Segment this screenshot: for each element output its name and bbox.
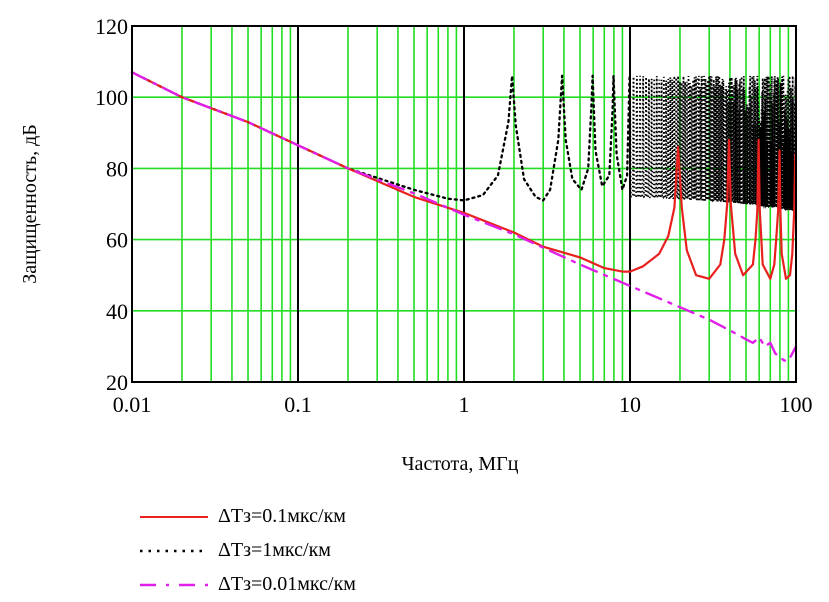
legend: ΔTз=0.1мкс/км ΔTз=1мкс/км ΔTз=0.01мкс/км (132, 500, 532, 602)
y-axis-title: Защищенность, дБ (19, 124, 41, 284)
legend-label: ΔTз=1мкс/км (218, 539, 331, 561)
series-layer (130, 71, 798, 362)
series-line-1 (130, 71, 631, 202)
x-axis-ticks: 0.01 0.1 1 10 100 (113, 392, 813, 417)
x-tick-label: 0.1 (284, 392, 312, 417)
x-tick-label: 100 (780, 392, 813, 417)
y-axis-ticks: 20 40 60 80 100 120 (95, 14, 128, 395)
y-tick-label: 60 (106, 228, 128, 253)
y-tick-label: 20 (106, 370, 128, 395)
legend-swatch-solid (140, 516, 208, 518)
y-tick-label: 100 (95, 85, 128, 110)
series-line-1-dense (629, 75, 797, 214)
legend-swatch-dashed (140, 583, 208, 587)
x-tick-label: 1 (459, 392, 470, 417)
legend-item-series-2: ΔTз=0.01мкс/км (132, 568, 532, 602)
legend-label: ΔTз=0.01мкс/км (218, 573, 356, 595)
legend-item-series-0: ΔTз=0.1мкс/км (132, 500, 532, 534)
x-tick-label: 10 (619, 392, 641, 417)
series-line-0 (130, 71, 798, 280)
series-line-2 (130, 71, 798, 362)
y-tick-label: 40 (106, 299, 128, 324)
y-tick-label: 80 (106, 156, 128, 181)
y-tick-label: 120 (95, 14, 128, 39)
plot-frame (131, 25, 797, 383)
legend-swatch-dotted (140, 549, 208, 553)
legend-label: ΔTз=0.1мкс/км (218, 505, 346, 527)
x-axis-title: Частота, МГц (402, 453, 519, 475)
legend-item-series-1: ΔTз=1мкс/км (132, 534, 532, 568)
x-tick-label: 0.01 (113, 392, 152, 417)
